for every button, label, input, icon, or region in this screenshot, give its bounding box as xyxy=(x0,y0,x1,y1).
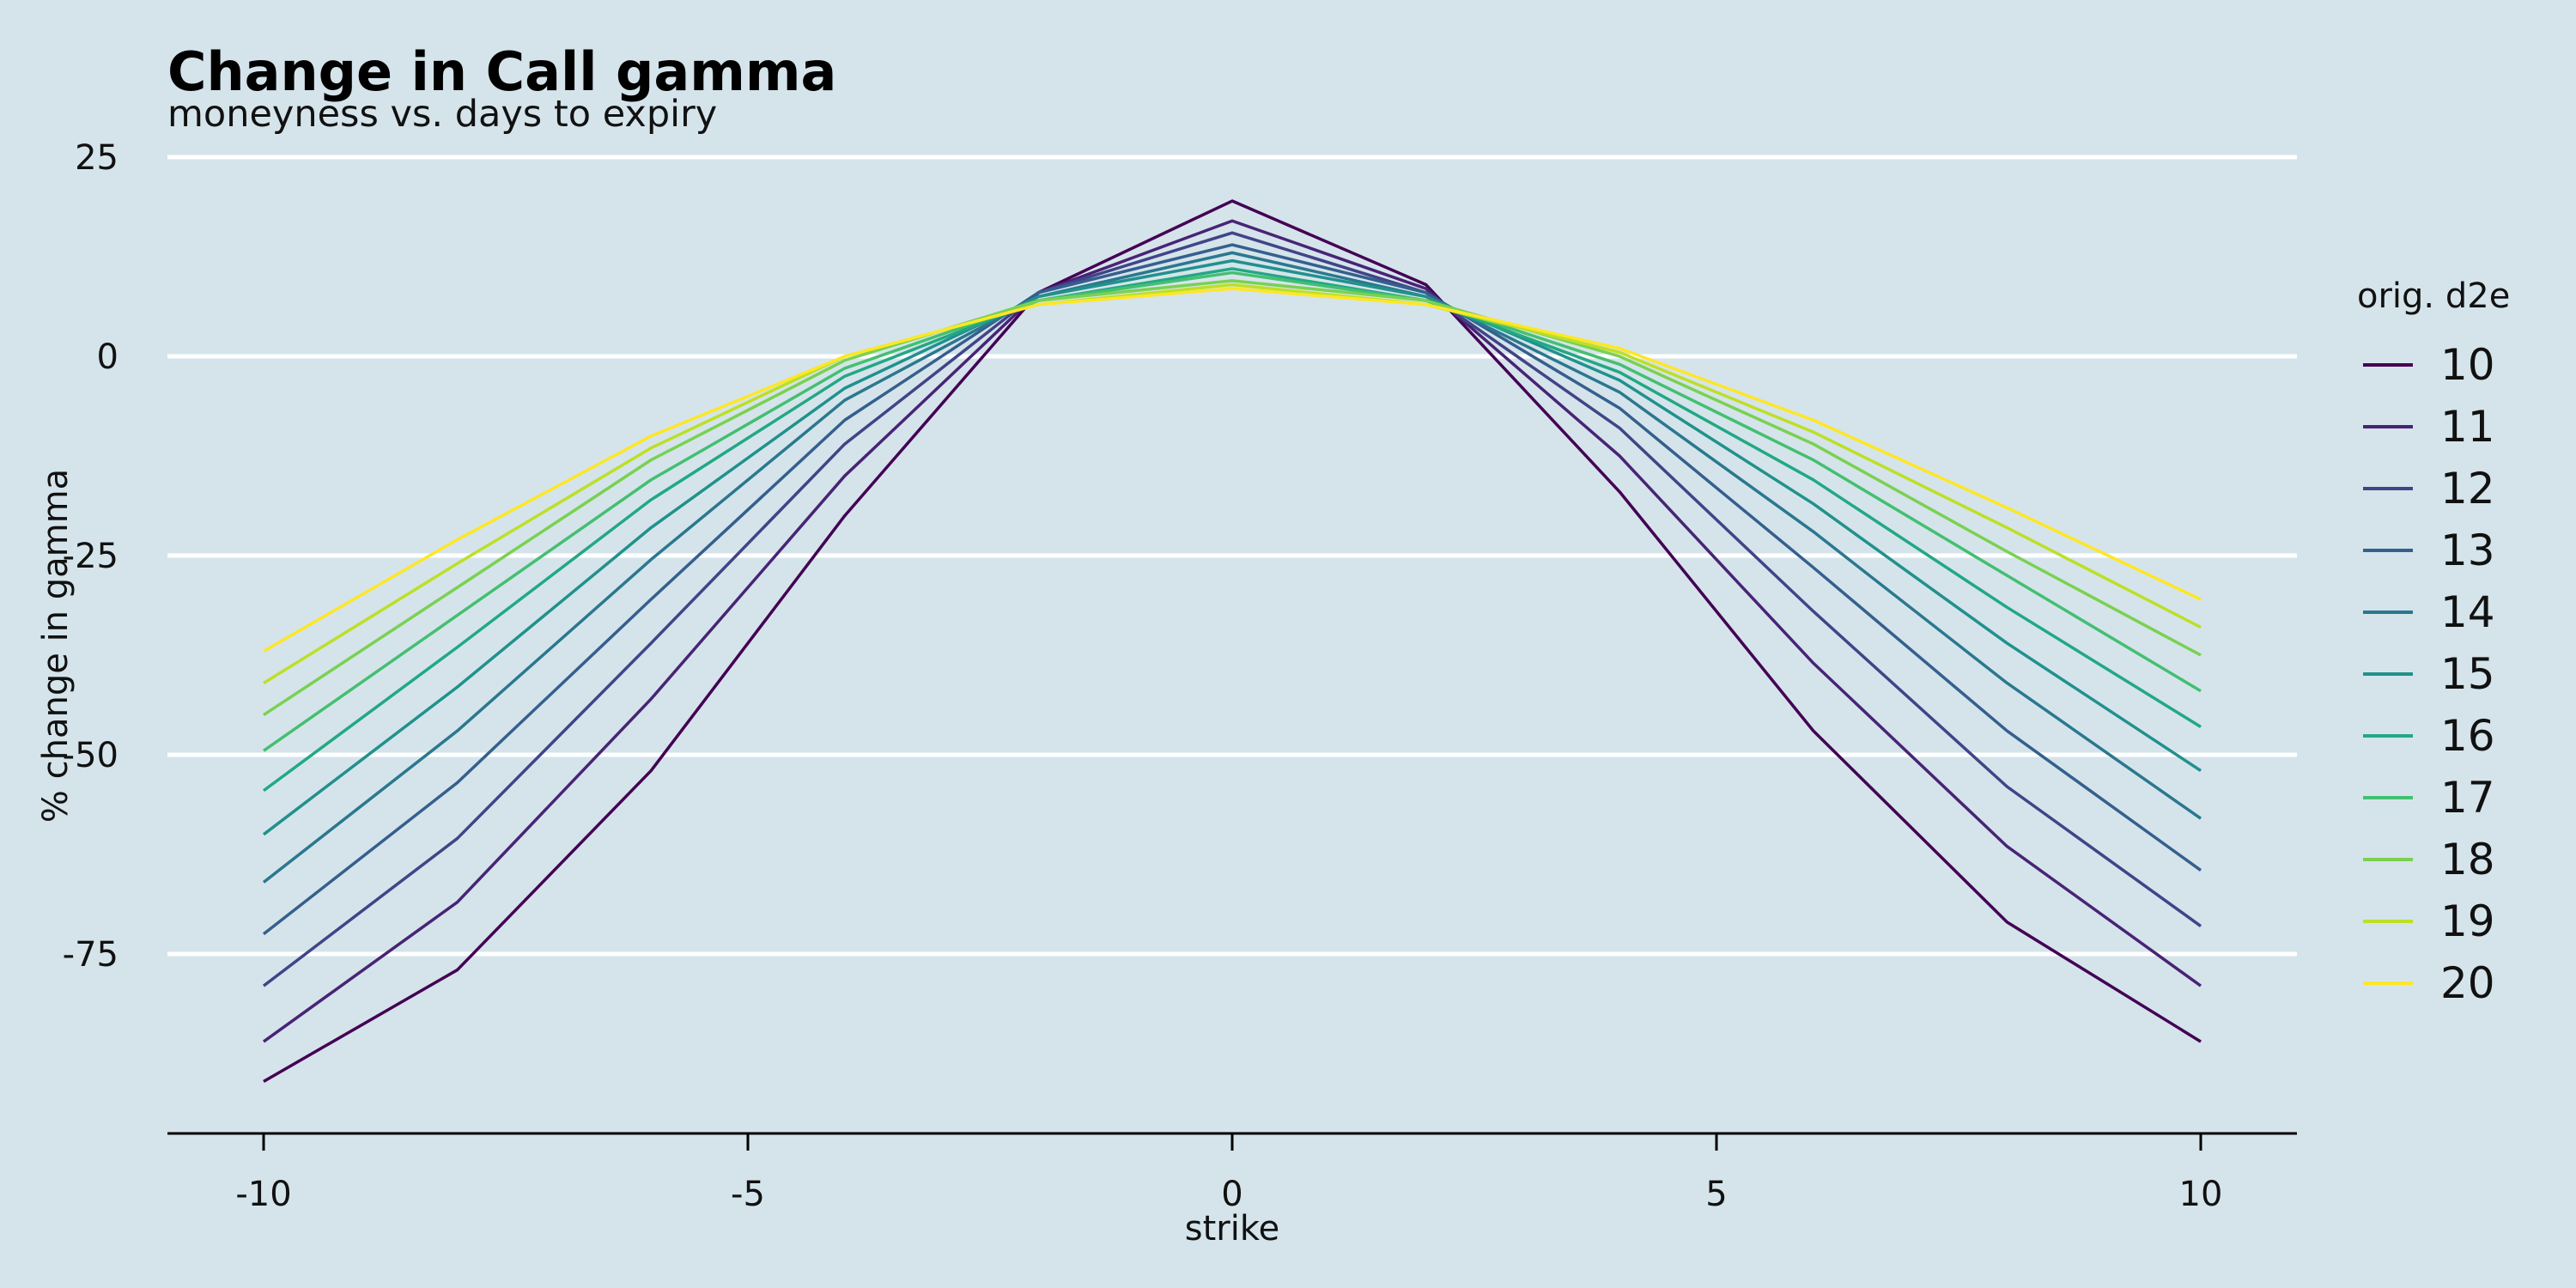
legend-title: orig. d2e xyxy=(2357,276,2510,316)
chart-title: Change in Call gamma xyxy=(167,40,836,103)
legend-label: 18 xyxy=(2440,835,2495,884)
chart-subtitle: moneyness vs. days to expiry xyxy=(167,93,717,136)
legend-item-17: 17 xyxy=(2363,773,2495,823)
series-line-11 xyxy=(262,219,2202,1043)
series-line-13 xyxy=(262,243,2202,936)
y-tick-label: -25 xyxy=(63,537,118,576)
legend-item-18: 18 xyxy=(2363,835,2495,884)
legend-label: 16 xyxy=(2440,711,2495,761)
legend-label: 20 xyxy=(2440,958,2495,1008)
series-line-20 xyxy=(263,287,2202,653)
y-tick-label: 0 xyxy=(97,337,118,377)
grid-lines xyxy=(167,155,2297,957)
y-tick-label: 25 xyxy=(75,138,118,178)
legend-item-11: 11 xyxy=(2363,402,2495,452)
legend: orig. d2e 10 11 12 13 14 15 16 17 18 19 20 xyxy=(2357,276,2510,1008)
y-axis-title: % change in gamma xyxy=(36,469,76,823)
legend-label: 19 xyxy=(2440,896,2495,946)
legend-item-20: 20 xyxy=(2363,958,2495,1008)
x-axis-title: strike xyxy=(1185,1209,1279,1249)
series-line-18 xyxy=(263,279,2202,717)
legend-label: 10 xyxy=(2440,340,2495,390)
legend-item-14: 14 xyxy=(2363,587,2495,637)
legend-item-16: 16 xyxy=(2363,711,2495,761)
x-axis: -10 -5 0 5 10 xyxy=(235,1133,2222,1214)
y-axis: 25 0 -25 -50 -75 xyxy=(63,138,118,975)
series-line-16 xyxy=(262,267,2202,793)
x-tick-label: -10 xyxy=(235,1175,291,1214)
x-tick-label: 10 xyxy=(2179,1175,2223,1214)
legend-item-15: 15 xyxy=(2363,649,2495,699)
series-lines xyxy=(262,199,2202,1083)
legend-label: 17 xyxy=(2440,773,2495,823)
series-line-15 xyxy=(262,258,2202,836)
legend-label: 13 xyxy=(2440,526,2495,575)
legend-item-12: 12 xyxy=(2363,464,2495,513)
x-tick-label: 5 xyxy=(1705,1175,1727,1214)
legend-label: 11 xyxy=(2440,402,2495,452)
series-line-10 xyxy=(263,199,2202,1083)
x-tick-label: -5 xyxy=(731,1175,765,1214)
series-line-19 xyxy=(263,283,2202,684)
legend-item-10: 10 xyxy=(2363,340,2495,390)
series-line-14 xyxy=(262,251,2202,884)
y-tick-label: -50 xyxy=(63,736,118,775)
x-tick-label: 0 xyxy=(1221,1175,1242,1214)
series-line-17 xyxy=(262,270,2202,752)
legend-item-13: 13 xyxy=(2363,526,2495,575)
legend-item-19: 19 xyxy=(2363,896,2495,946)
y-tick-label: -75 xyxy=(63,935,118,975)
legend-label: 15 xyxy=(2440,649,2495,699)
legend-label: 14 xyxy=(2440,587,2495,637)
legend-label: 12 xyxy=(2440,464,2495,513)
series-line-12 xyxy=(262,231,2202,987)
